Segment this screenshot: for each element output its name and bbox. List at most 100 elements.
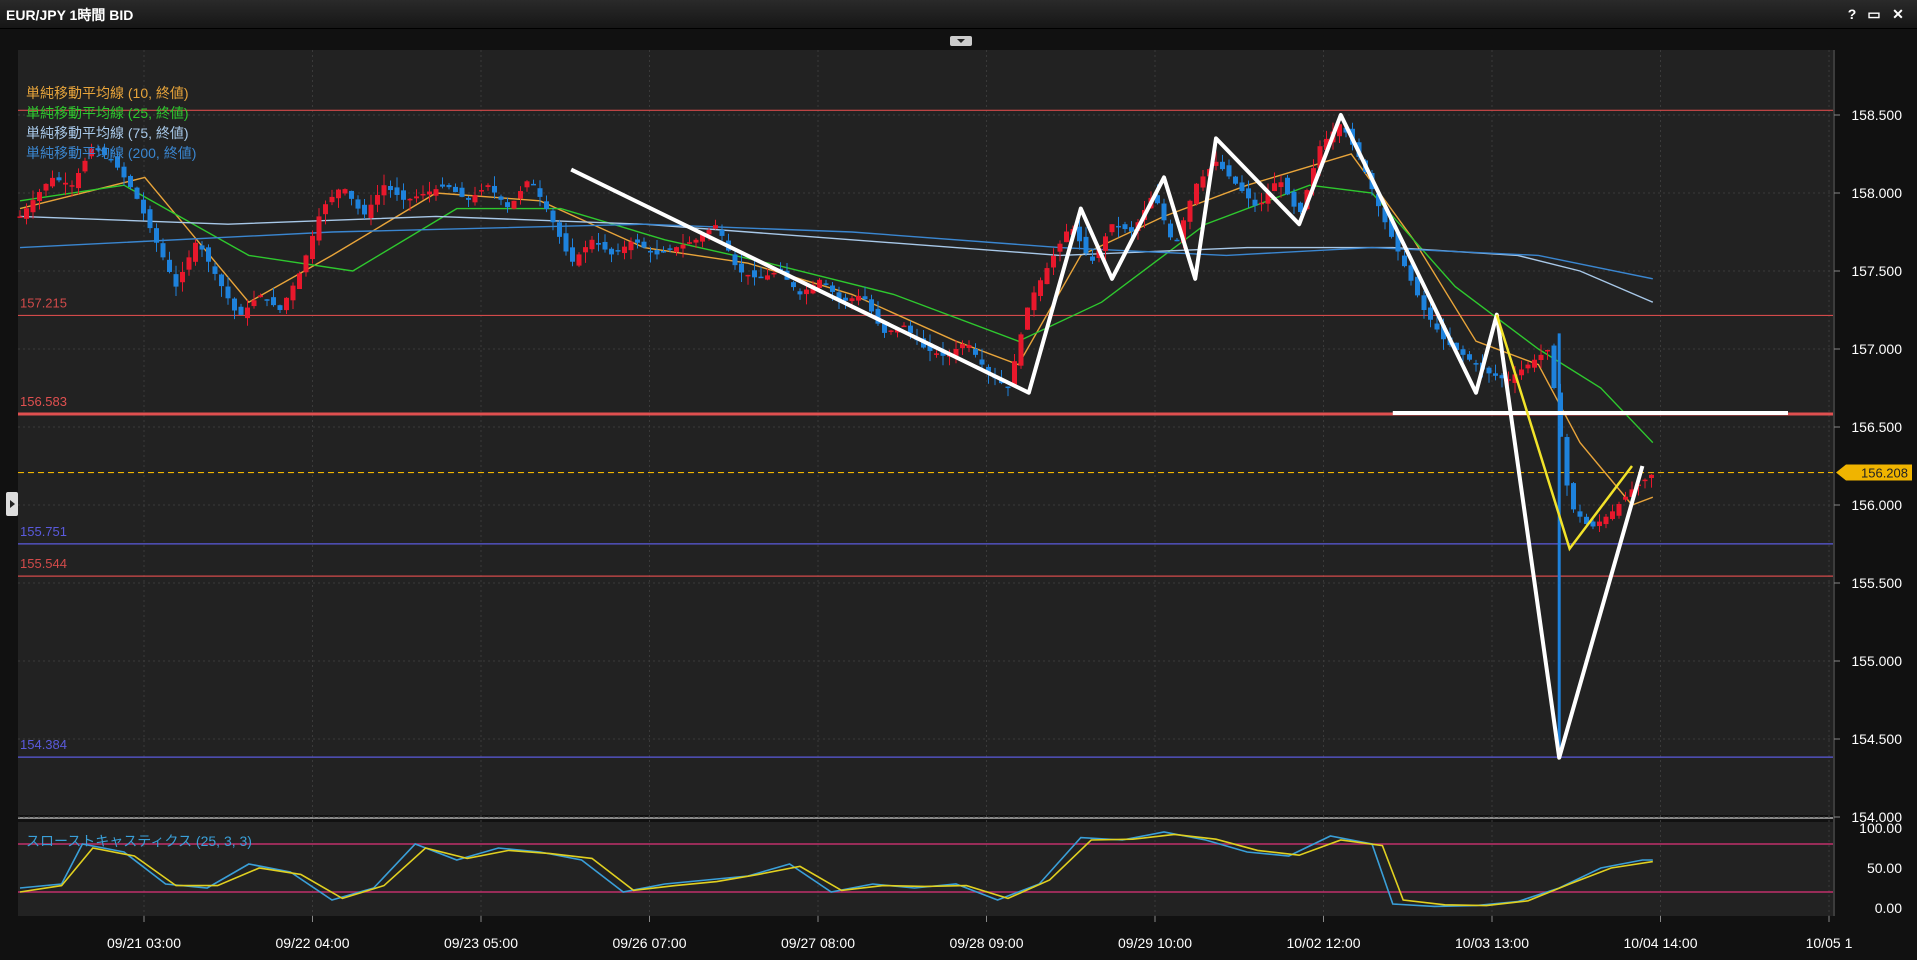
candle-down bbox=[271, 297, 276, 306]
candle-up bbox=[589, 239, 595, 250]
candle-down bbox=[602, 241, 608, 250]
candle-up bbox=[43, 183, 49, 191]
candle-down bbox=[615, 250, 621, 252]
trend-drawing-yellow[interactable] bbox=[1495, 314, 1633, 552]
candle-down bbox=[349, 190, 354, 199]
candle-down bbox=[1285, 177, 1290, 195]
y-tick-label: 154.000 bbox=[1851, 809, 1902, 825]
candle-down bbox=[1408, 265, 1414, 281]
candle-up bbox=[414, 196, 419, 199]
candle-up bbox=[1187, 200, 1193, 222]
candle-down bbox=[134, 187, 140, 199]
candle-up bbox=[251, 300, 257, 307]
candle-down bbox=[1239, 182, 1245, 192]
candle-down bbox=[355, 199, 361, 209]
candle-down bbox=[544, 201, 549, 210]
candle-down bbox=[1415, 276, 1420, 296]
candle-up bbox=[1532, 359, 1537, 368]
candle-down bbox=[1161, 203, 1167, 221]
candle-down bbox=[752, 270, 757, 278]
candle-up bbox=[258, 295, 263, 298]
x-tick-label: 10/05 1 bbox=[1806, 935, 1853, 951]
candle-up bbox=[745, 274, 751, 277]
candle-up bbox=[336, 189, 341, 199]
candle-down bbox=[531, 183, 536, 186]
candle-down bbox=[875, 308, 881, 324]
candle-up bbox=[69, 185, 75, 187]
candle-down bbox=[167, 259, 172, 272]
x-tick-label: 09/27 08:00 bbox=[781, 935, 855, 951]
candle-up bbox=[193, 242, 198, 262]
stoch-y-tick-label: 100.00 bbox=[1859, 820, 1902, 836]
candle-up bbox=[687, 242, 692, 244]
candle-up bbox=[934, 353, 939, 355]
candle-up bbox=[30, 200, 36, 213]
candle-down bbox=[1233, 176, 1238, 184]
candle-down bbox=[498, 196, 504, 200]
candle-down bbox=[154, 228, 159, 243]
candle-up bbox=[511, 200, 517, 209]
candle-down bbox=[1122, 224, 1128, 230]
candle-down bbox=[362, 204, 367, 215]
maximize-button[interactable]: ▭ bbox=[1867, 6, 1881, 22]
candle-down bbox=[56, 177, 62, 181]
candle-up bbox=[765, 275, 770, 280]
candle-up bbox=[284, 297, 289, 311]
candle-down bbox=[641, 241, 647, 248]
candle-up bbox=[1597, 521, 1602, 527]
candle-up bbox=[583, 247, 588, 253]
candle-up bbox=[1265, 193, 1271, 204]
candle-up bbox=[1337, 124, 1342, 137]
candle-up bbox=[1272, 183, 1277, 192]
x-tick-label: 09/26 07:00 bbox=[613, 935, 687, 951]
candle-down bbox=[719, 229, 725, 236]
candle-down bbox=[739, 263, 744, 273]
help-button[interactable]: ? bbox=[1847, 6, 1857, 22]
candle-up bbox=[700, 234, 705, 242]
candle-down bbox=[1486, 367, 1492, 374]
candle-up bbox=[1642, 479, 1648, 482]
candle-down bbox=[238, 306, 244, 315]
candle-down bbox=[440, 184, 445, 187]
level-label: 157.215 bbox=[20, 295, 67, 310]
candle-up bbox=[1616, 504, 1622, 516]
candle-up bbox=[1525, 364, 1531, 369]
candle-down bbox=[609, 248, 614, 255]
candle-down bbox=[446, 185, 452, 188]
y-tick-label: 155.000 bbox=[1851, 653, 1902, 669]
candle-down bbox=[1441, 325, 1446, 340]
y-tick-label: 154.500 bbox=[1851, 731, 1902, 747]
candle-up bbox=[1213, 161, 1219, 166]
sma10-line bbox=[19, 153, 1654, 506]
candle-down bbox=[1155, 195, 1160, 204]
collapse-toolbar-button[interactable] bbox=[950, 36, 972, 46]
candle-down bbox=[979, 359, 985, 365]
candle-up bbox=[381, 185, 387, 196]
side-panel-toggle-button[interactable] bbox=[6, 492, 18, 516]
candle-down bbox=[648, 250, 653, 253]
candle-up bbox=[479, 190, 484, 192]
candle-up bbox=[1610, 511, 1615, 519]
candle-down bbox=[264, 299, 270, 301]
candle-down bbox=[836, 292, 842, 300]
candle-down bbox=[563, 233, 569, 252]
candle-up bbox=[17, 216, 23, 218]
candle-up bbox=[427, 191, 432, 195]
candle-down bbox=[661, 251, 666, 253]
candle-up bbox=[420, 193, 426, 196]
candle-down bbox=[505, 202, 510, 208]
candle-up bbox=[1194, 183, 1199, 204]
candle-down bbox=[459, 187, 465, 197]
level-label: 154.384 bbox=[20, 737, 67, 752]
candle-up bbox=[1324, 138, 1329, 150]
window-title: EUR/JPY 1時間 BID bbox=[6, 7, 134, 23]
candle-down bbox=[115, 156, 120, 168]
candle-down bbox=[1090, 256, 1095, 261]
candle-up bbox=[1623, 496, 1628, 500]
candle-up bbox=[1051, 255, 1056, 268]
stoch-y-tick-label: 50.00 bbox=[1867, 860, 1902, 876]
x-tick-label: 09/22 04:00 bbox=[276, 935, 350, 951]
close-button[interactable]: ✕ bbox=[1892, 6, 1904, 22]
candle-down bbox=[1252, 199, 1258, 206]
